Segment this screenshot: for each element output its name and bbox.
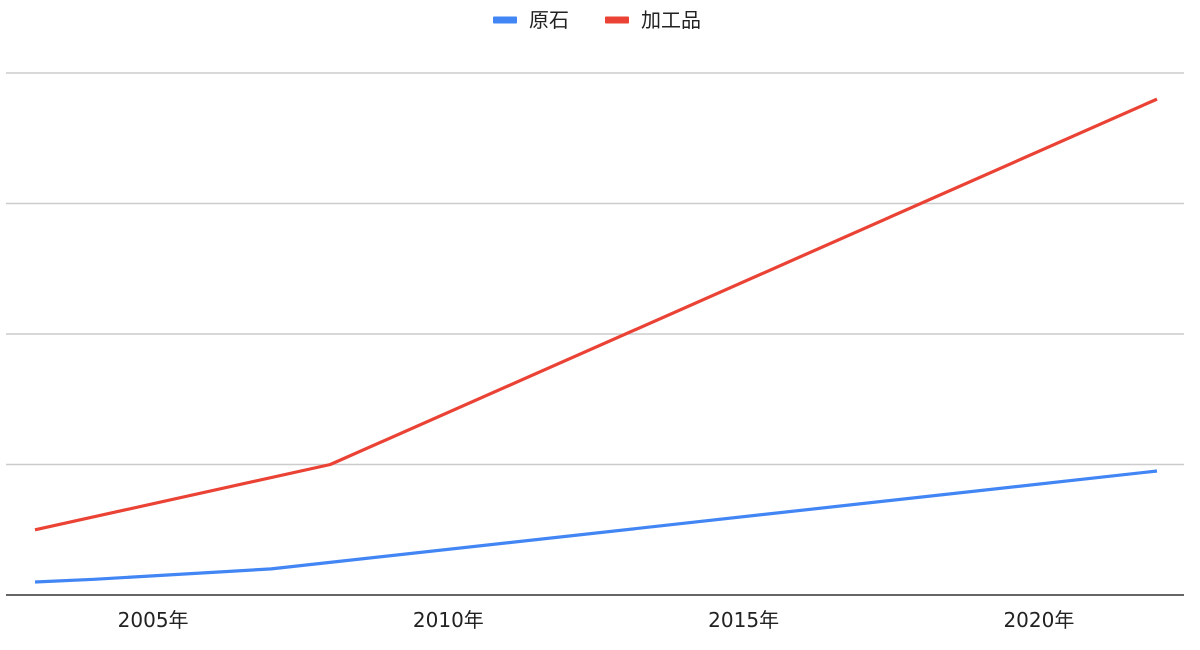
x-tick-label: 2020年 [1003,608,1074,632]
x-tick-label: 2005年 [118,608,189,632]
legend-swatch [493,16,517,24]
x-tick-labels: 2005年 2010年 2015年 2020年 [118,608,1075,632]
legend-swatch [605,16,629,24]
x-tick-label: 2010年 [413,608,484,632]
legend: 原石 加工品 [493,8,701,32]
gridlines [6,72,1184,466]
legend-item-2[interactable]: 加工品 [605,8,701,32]
legend-label: 原石 [529,8,569,32]
series-lines [34,97,1158,584]
series-line-1 [34,469,1158,584]
legend-item-1[interactable]: 原石 [493,8,569,32]
series-line-2 [34,97,1158,532]
legend-label: 加工品 [641,8,701,32]
x-tick-label: 2015年 [708,608,779,632]
